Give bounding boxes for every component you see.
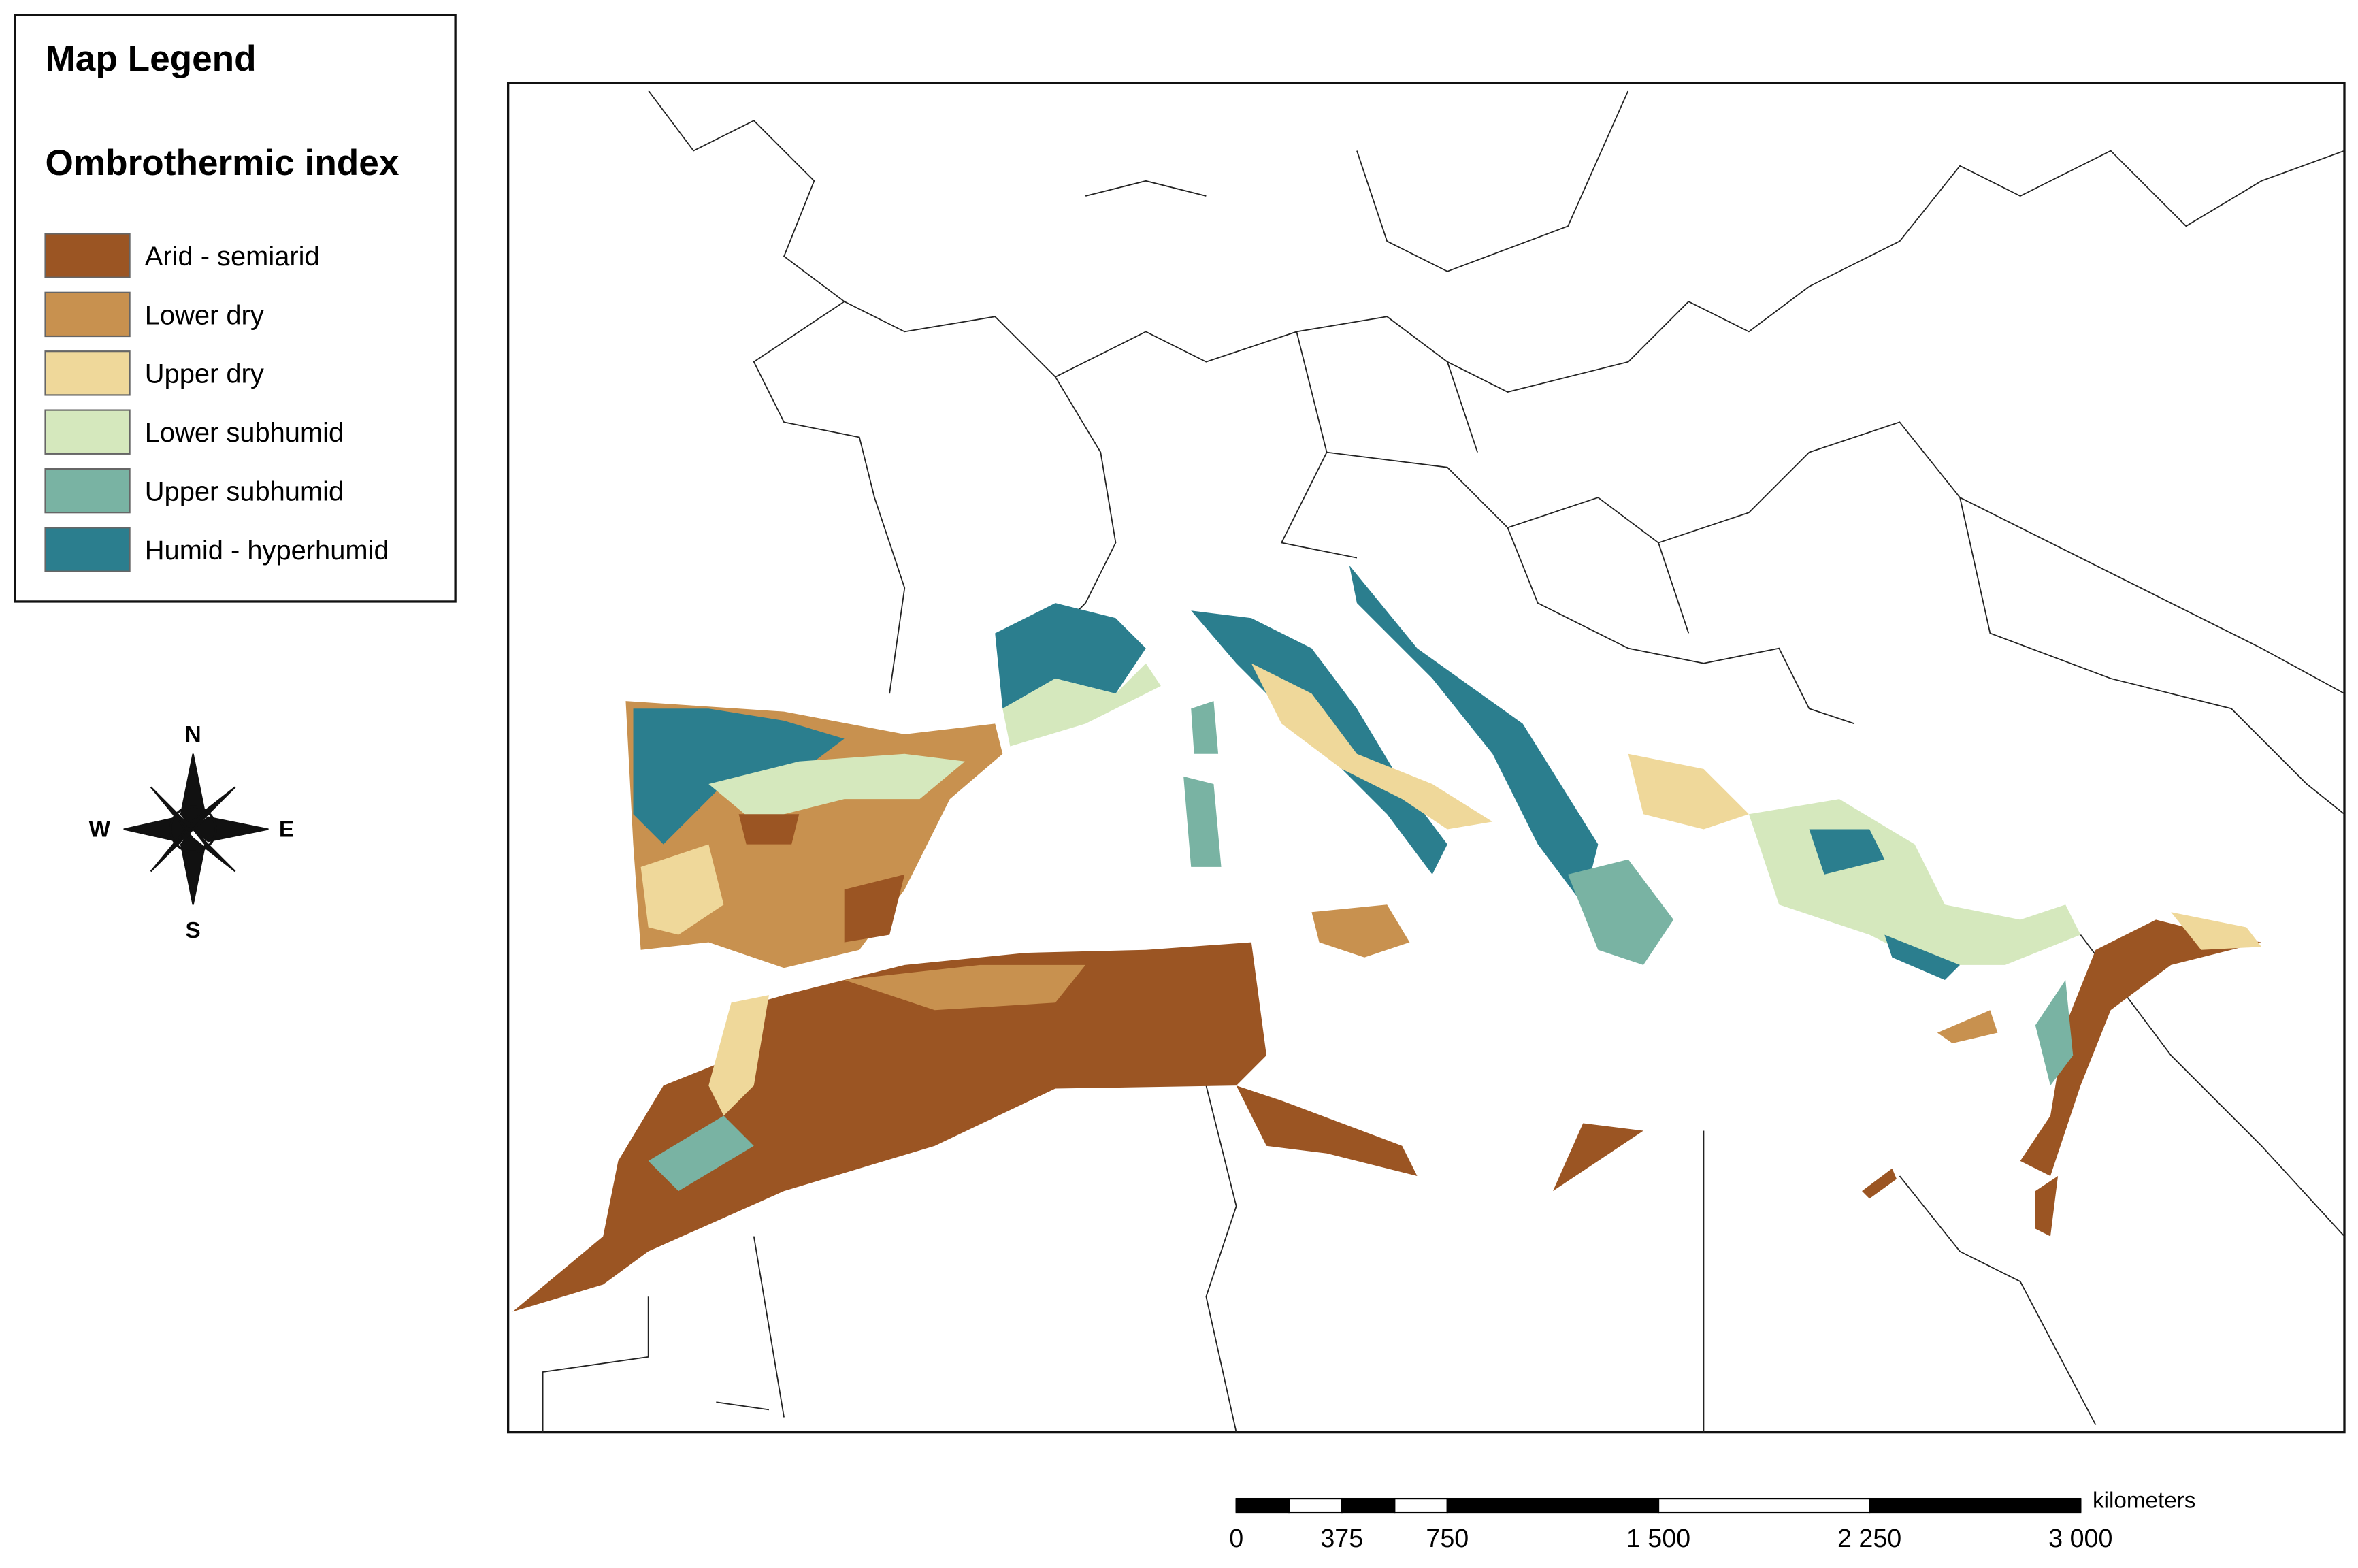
legend-swatch <box>44 350 131 396</box>
scale-tick-label: 0 <box>1229 1524 1243 1552</box>
legend-label: Humid - hyperhumid <box>145 536 389 566</box>
scale-segment <box>1657 1497 1871 1514</box>
legend-swatch <box>44 233 131 278</box>
scale-segment <box>1446 1497 1660 1514</box>
legend-title: Map Legend <box>46 39 257 79</box>
scale-segment <box>1235 1497 1290 1514</box>
legend-swatch <box>44 409 131 455</box>
compass-rose <box>123 753 269 905</box>
legend-label: Upper subhumid <box>145 477 344 507</box>
legend-swatch <box>44 468 131 514</box>
legend-label: Lower dry <box>145 300 264 330</box>
compass-north: N <box>185 722 201 747</box>
map-area <box>506 82 2346 1434</box>
legend-label: Arid - semiarid <box>145 242 320 272</box>
scale-segment <box>1341 1497 1396 1514</box>
scale-tick-label: 750 <box>1426 1524 1469 1552</box>
compass-west: W <box>89 817 111 843</box>
borders <box>542 90 2345 1433</box>
scale-unit: kilometers <box>2093 1488 2195 1513</box>
legend-label: Lower subhumid <box>145 418 344 448</box>
compass-east: E <box>279 817 294 843</box>
scale-segment <box>1288 1497 1343 1514</box>
compass: N S E W <box>89 722 294 943</box>
compass-ring <box>169 805 217 853</box>
climate-regions <box>512 565 2262 1312</box>
legend-swatch <box>44 291 131 338</box>
legend-label: Upper dry <box>145 359 264 389</box>
legend-items: Arid - semiarid Lower dry Upper dry Lower s… <box>44 233 389 572</box>
scale-tick-label: 3 000 <box>2048 1524 2112 1552</box>
scale-tick-label: 375 <box>1320 1524 1363 1552</box>
compass-south: S <box>186 918 201 943</box>
legend-swatch <box>44 527 131 572</box>
scale-segment <box>1394 1497 1448 1514</box>
scale-segment <box>1869 1497 2082 1514</box>
scale-bar: kilometers 0 375 750 1 500 2 250 3 000 <box>1229 1488 2195 1552</box>
scale-tick-label: 2 250 <box>1837 1524 1901 1552</box>
scale-tick-label: 1 500 <box>1626 1524 1690 1552</box>
legend-subtitle: Ombrothermic index <box>46 143 399 183</box>
